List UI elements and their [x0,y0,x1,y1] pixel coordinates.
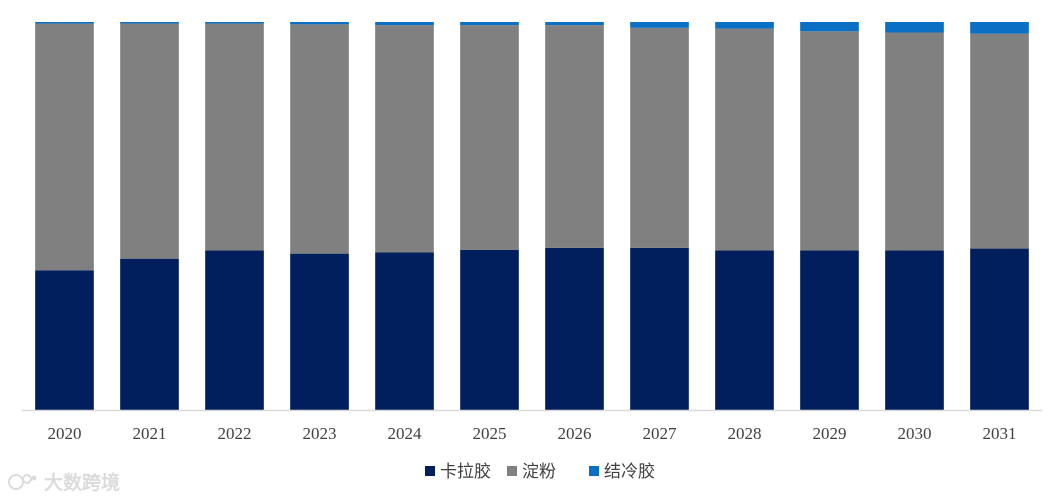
bar-segment-2-2030 [885,32,944,251]
x-tick-labels: 2020 2021 2022 2023 2024 2025 2026 2027 2028 2029… [48,424,1017,443]
x-tick-label: 2028 [728,424,762,443]
legend-label: 卡拉胶 [440,462,491,482]
bar-segment-3-2020 [35,22,94,24]
x-tick-label: 2029 [813,424,847,443]
bar-segment-3-2031 [970,22,1029,34]
bar-segment-1-2027 [630,247,689,410]
bar-segment-2-2031 [970,33,1029,249]
bar-segment-2-2024 [375,25,434,253]
bar-segment-1-2029 [800,250,859,410]
bar-segment-1-2024 [375,252,434,410]
bar-segment-3-2025 [460,22,519,26]
x-tick-label: 2023 [303,424,337,443]
bar-segment-3-2023 [290,22,349,25]
bar-segment-1-2028 [715,250,774,410]
legend-label: 淀粉 [522,462,556,482]
x-tick-label: 2027 [643,424,678,443]
bar-segment-1-2021 [120,258,179,410]
legend-item: 结冷胶 [589,462,655,482]
bar-segment-2-2027 [630,27,689,248]
bar-segment-3-2026 [545,22,604,26]
bar-segment-2-2026 [545,25,604,248]
bar-segment-1-2023 [290,253,349,410]
legend: 卡拉胶 淀粉 结冷胶 [425,462,655,482]
bar-segment-1-2025 [460,249,519,410]
bar-segment-2-2023 [290,24,349,254]
bar-segment-3-2029 [800,22,859,32]
bar-segment-2-2029 [800,31,859,251]
bar-segment-2-2022 [205,23,264,251]
legend-item: 淀粉 [507,462,556,482]
bar-segment-2-2021 [120,23,179,259]
bar-group [35,22,1029,410]
x-tick-label: 2022 [218,424,252,443]
bar-segment-2-2020 [35,23,94,271]
bar-segment-1-2030 [885,250,944,410]
bar-segment-3-2027 [630,22,689,28]
legend-swatch [425,466,435,476]
x-tick-label: 2021 [133,424,167,443]
bar-segment-3-2024 [375,22,434,26]
x-tick-label: 2031 [983,424,1017,443]
legend-swatch [589,466,599,476]
bar-segment-1-2020 [35,270,94,410]
bar-segment-3-2022 [205,22,264,24]
bar-segment-3-2028 [715,22,774,29]
bar-segment-3-2021 [120,22,179,24]
x-tick-label: 2020 [48,424,82,443]
bar-segment-3-2030 [885,22,944,33]
bar-segment-1-2022 [205,250,264,410]
watermark-text: 大数跨境 [44,472,121,494]
x-tick-label: 2026 [558,424,592,443]
bar-segment-1-2026 [545,247,604,410]
x-tick-label: 2025 [473,424,507,443]
legend-label: 结冷胶 [604,462,655,482]
brand-logo-icon [8,473,37,490]
legend-swatch [507,466,517,476]
bar-segment-2-2028 [715,28,774,251]
bar-segment-1-2031 [970,248,1029,410]
legend-item: 卡拉胶 [425,462,491,482]
x-tick-label: 2024 [388,424,423,443]
x-tick-label: 2030 [898,424,932,443]
bar-segment-2-2025 [460,25,519,250]
watermark: 大数跨境 [8,468,120,495]
